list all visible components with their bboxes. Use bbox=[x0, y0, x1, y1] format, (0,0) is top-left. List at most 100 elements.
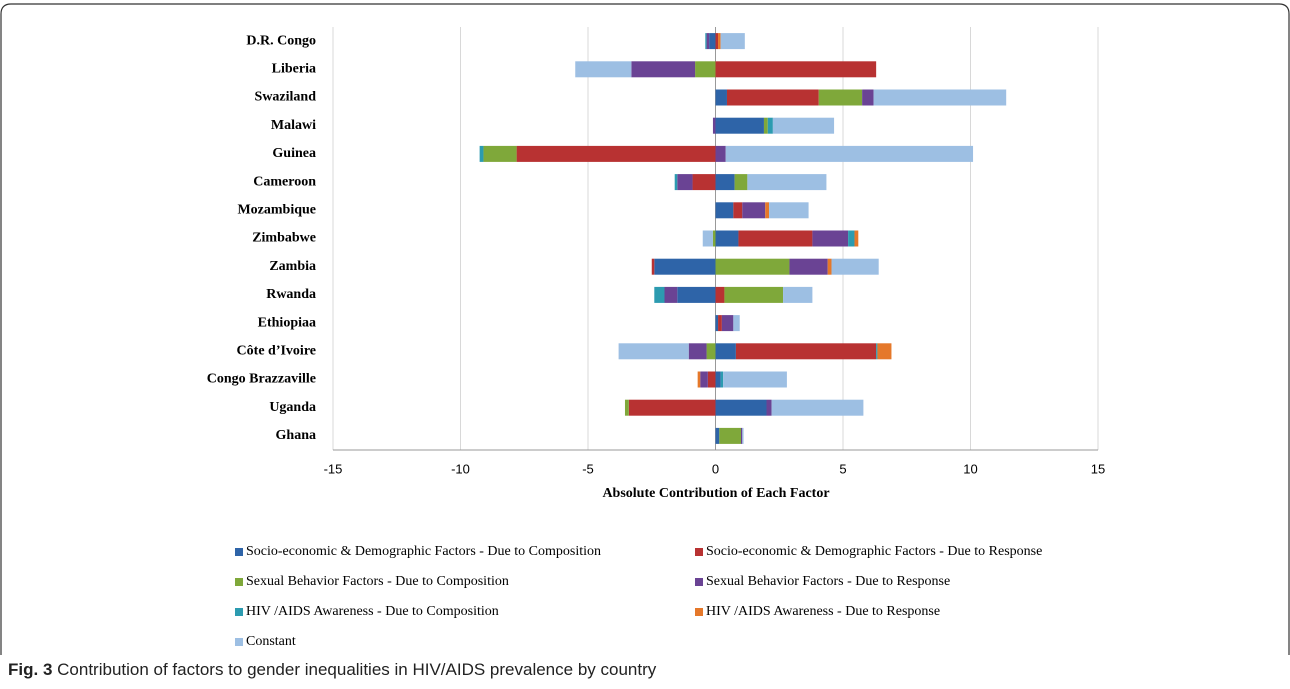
bar-segment bbox=[726, 89, 819, 106]
y-tick-label: Congo Brazzaville bbox=[207, 372, 316, 387]
bar-segment bbox=[831, 258, 879, 275]
bar-segment bbox=[733, 202, 743, 219]
bar-segment bbox=[718, 33, 721, 50]
caption-label: Fig. 3 bbox=[8, 660, 53, 679]
bar-segment bbox=[734, 174, 748, 191]
legend-swatch bbox=[695, 608, 703, 616]
y-tick-label: Swaziland bbox=[255, 90, 317, 105]
x-tick-label: -10 bbox=[451, 461, 470, 476]
bar-segment bbox=[575, 61, 632, 78]
bar-segment bbox=[715, 427, 720, 444]
bar-segment bbox=[715, 315, 719, 332]
y-tick-label: Côte d’Ivoire bbox=[237, 344, 316, 359]
x-axis-title: Absolute Contribution of Each Factor bbox=[602, 486, 829, 501]
bar-segment bbox=[765, 202, 770, 219]
bar-segment bbox=[742, 202, 766, 219]
bar-segment bbox=[715, 286, 725, 303]
bar-segment bbox=[724, 286, 784, 303]
y-tick-label: Ethiopiaa bbox=[258, 315, 316, 330]
y-tick-label: Liberia bbox=[272, 62, 316, 77]
bar-segment bbox=[677, 286, 716, 303]
x-tick-label: 15 bbox=[1091, 461, 1105, 476]
bar-segment bbox=[705, 33, 707, 50]
bar-segment bbox=[738, 230, 813, 247]
bar-segment bbox=[712, 230, 716, 247]
y-tick-label: Guinea bbox=[272, 146, 316, 161]
bar-segment bbox=[720, 371, 724, 388]
legend-swatch bbox=[235, 578, 243, 586]
bar-segment bbox=[720, 33, 745, 50]
bar-segment bbox=[702, 230, 713, 247]
bar-segment bbox=[848, 230, 855, 247]
bar-segment bbox=[747, 174, 827, 191]
bar-segment bbox=[677, 174, 693, 191]
bar-segment bbox=[697, 371, 701, 388]
frame bbox=[0, 3, 1290, 655]
bar-segment bbox=[742, 427, 744, 444]
bar-segment bbox=[695, 61, 716, 78]
bar-segment bbox=[709, 33, 716, 50]
legend-label: Socio-economic & Demographic Factors - D… bbox=[706, 544, 1042, 559]
bar-segment bbox=[483, 145, 517, 162]
bar-segment bbox=[706, 343, 716, 360]
bar-segment bbox=[877, 343, 892, 360]
legend-swatch bbox=[235, 548, 243, 556]
legend-label: Constant bbox=[246, 634, 296, 649]
bar-segment bbox=[664, 286, 678, 303]
legend-swatch bbox=[235, 638, 243, 646]
y-tick-label: Ghana bbox=[276, 428, 316, 443]
bar-segment bbox=[725, 145, 974, 162]
bar-segment bbox=[715, 202, 734, 219]
chart: Absolute Contribution of Each Factor -15… bbox=[0, 3, 1290, 655]
y-tick-label: D.R. Congo bbox=[246, 33, 316, 48]
bar-segment bbox=[715, 117, 764, 134]
bar-segment bbox=[783, 286, 813, 303]
bar-segment bbox=[723, 371, 787, 388]
bar-segment bbox=[654, 286, 665, 303]
y-tick-label: Uganda bbox=[269, 400, 316, 415]
y-tick-label: Rwanda bbox=[266, 287, 316, 302]
bar-segment bbox=[862, 89, 874, 106]
y-tick-label: Zimbabwe bbox=[252, 231, 316, 246]
caption-text: Contribution of factors to gender inequa… bbox=[57, 660, 657, 679]
caption: Fig. 3 Contribution of factors to gender… bbox=[8, 660, 656, 680]
bar-segment bbox=[712, 117, 716, 134]
bar-segment bbox=[715, 230, 739, 247]
bar-segment bbox=[715, 174, 735, 191]
bar-segment bbox=[631, 61, 696, 78]
bar-segment bbox=[479, 145, 484, 162]
bar-segment bbox=[706, 33, 710, 50]
bar-segment bbox=[715, 371, 721, 388]
bar-segment bbox=[692, 174, 716, 191]
bar-segment bbox=[741, 427, 743, 444]
bar-segment bbox=[654, 258, 716, 275]
bar-segment bbox=[873, 89, 1007, 106]
y-tick-label: Zambia bbox=[269, 259, 316, 274]
bar-segment bbox=[854, 230, 859, 247]
bar-segment bbox=[628, 399, 716, 416]
x-tick-label: -5 bbox=[582, 461, 594, 476]
bar-segment bbox=[718, 315, 722, 332]
x-tick-label: 10 bbox=[963, 461, 977, 476]
legend-label: Sexual Behavior Factors - Due to Composi… bbox=[246, 574, 509, 589]
bar-segment bbox=[707, 371, 716, 388]
x-tick-label: 5 bbox=[839, 461, 846, 476]
legend-label: Socio-economic & Demographic Factors - D… bbox=[246, 544, 601, 559]
legend-label: Sexual Behavior Factors - Due to Respons… bbox=[706, 574, 950, 589]
bar-segment bbox=[715, 399, 767, 416]
bar-segment bbox=[733, 315, 740, 332]
x-tick-label: 0 bbox=[712, 461, 719, 476]
legend-label: HIV /AIDS Awareness - Due to Composition bbox=[246, 604, 499, 619]
legend-swatch bbox=[695, 578, 703, 586]
bar-segment bbox=[715, 145, 726, 162]
bar-segment bbox=[715, 61, 877, 78]
bar-segment bbox=[651, 258, 655, 275]
bar-segment bbox=[876, 343, 878, 360]
bar-segment bbox=[769, 202, 809, 219]
bar-segment bbox=[827, 258, 832, 275]
y-tick-label: Mozambique bbox=[237, 203, 316, 218]
bar-segment bbox=[674, 174, 678, 191]
bar-segment bbox=[766, 399, 772, 416]
bar-segment bbox=[772, 117, 835, 134]
